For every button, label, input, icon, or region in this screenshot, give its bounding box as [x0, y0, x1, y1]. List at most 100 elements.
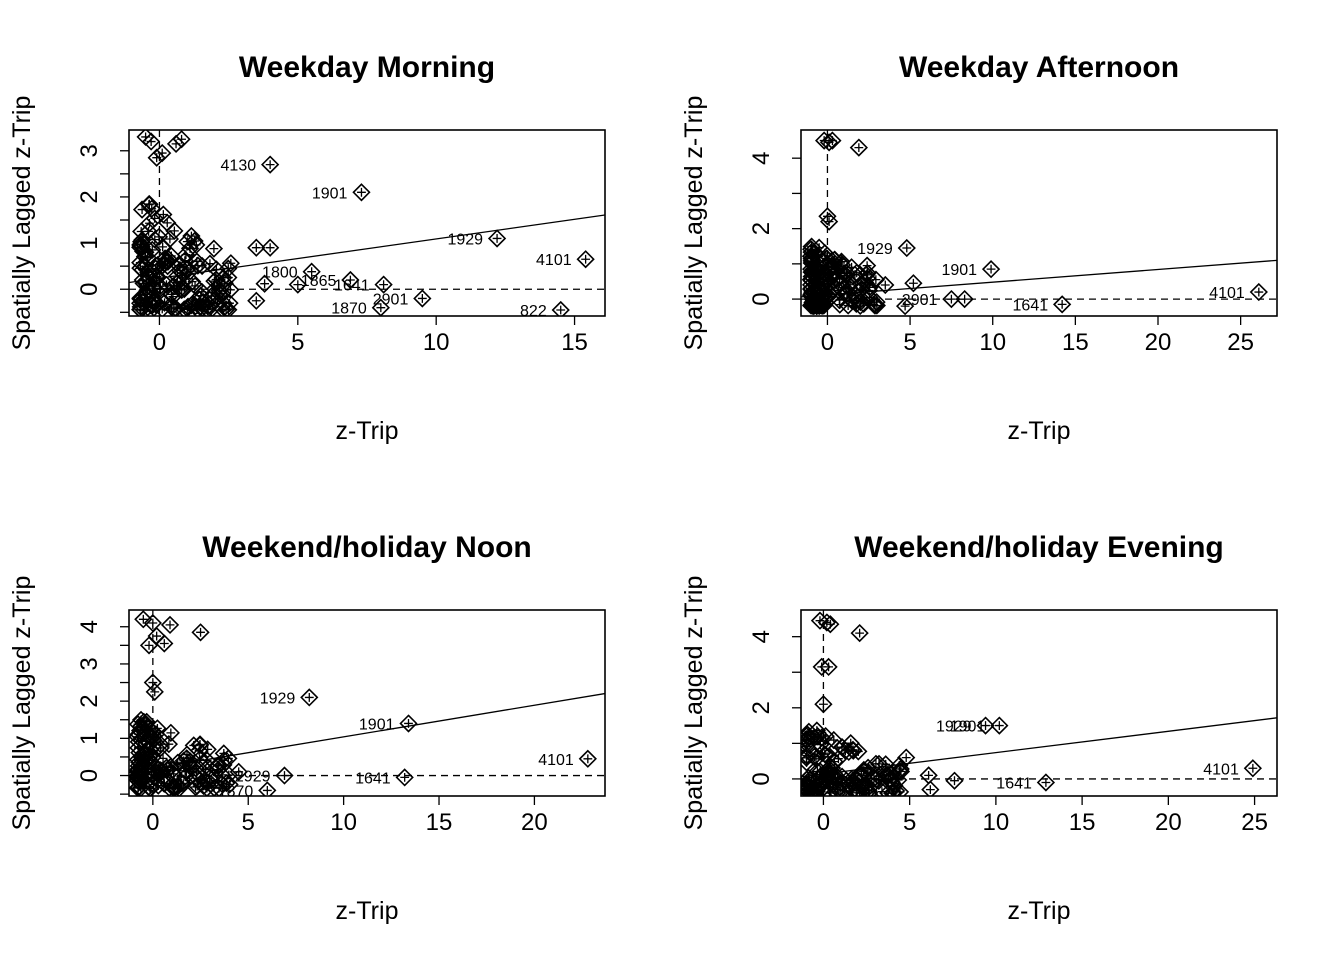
chart-title: Weekend/holiday Noon: [202, 531, 532, 564]
scatter-point: [191, 623, 210, 642]
scatter-point: [206, 289, 225, 309]
plot-frame: [128, 129, 606, 317]
chart-title: Weekday Morning: [239, 51, 495, 84]
scatter-point: [155, 293, 174, 312]
point-label: 4101: [536, 252, 572, 269]
scatter-point: [341, 270, 360, 290]
scatter-point: [139, 636, 159, 655]
scatter-point: [131, 253, 150, 272]
scatter-point: [288, 275, 307, 294]
x-tick-label: 15: [1069, 809, 1096, 836]
scatter-point: [255, 274, 274, 293]
scatter-point: [823, 131, 842, 150]
scatter-point: [846, 769, 865, 788]
scatter-point: [921, 780, 940, 796]
scatter-point: [817, 249, 836, 268]
scatter-point: [860, 278, 879, 297]
scatter-point: [204, 239, 224, 258]
panel-weekday-morning: Weekday Morning z-Trip Spatially Lagged …: [8, 51, 606, 445]
point-label: 1870: [331, 301, 367, 318]
scatter-point: [155, 634, 174, 653]
x-axis-label: z-Trip: [336, 417, 399, 445]
scatter-point: [897, 748, 916, 767]
y-axis-label: Spatially Lagged z-Trip: [680, 96, 708, 351]
scatter-point: [809, 269, 828, 288]
scatter-point: [129, 756, 148, 776]
x-tick-label: 5: [242, 809, 255, 836]
plot-frame: [800, 609, 1278, 797]
x-tick-label: 10: [983, 809, 1010, 836]
scatter-point: [849, 138, 868, 157]
scatter-point: [876, 275, 895, 295]
y-tick-label: 0: [748, 772, 775, 785]
scatter-point: [856, 781, 875, 796]
scatter-point: [179, 753, 198, 773]
point-label: 1929: [857, 241, 893, 258]
scatter-point: [803, 784, 822, 796]
scatter-point: [147, 626, 166, 646]
scatter-point: [897, 238, 916, 258]
scatter-point: [819, 657, 838, 677]
scatter-point: [869, 771, 888, 791]
scatter-point: [140, 779, 160, 796]
scatter-point: [840, 273, 860, 293]
x-tick-label: 5: [903, 809, 916, 836]
point-label: 1901: [359, 716, 395, 733]
y-tick-label: 2: [748, 701, 775, 714]
scatter-point: [399, 714, 418, 733]
x-tick-label: 5: [903, 329, 916, 356]
scatter-point: [890, 782, 910, 796]
scatter-point: [145, 682, 164, 701]
y-axis: 0 2 4: [748, 630, 801, 786]
scatter-point: [889, 770, 908, 790]
scatter-point: [131, 300, 150, 316]
scatter-point: [160, 615, 180, 635]
point-label: 1929: [447, 231, 483, 248]
scatter-point: [140, 733, 159, 752]
point-label: 1800: [262, 265, 298, 282]
x-tick-label: 20: [1145, 329, 1172, 356]
scatter-point: [130, 768, 149, 788]
scatter-point: [895, 297, 915, 316]
scatter-point: [849, 742, 868, 761]
x-tick-label: 0: [146, 809, 159, 836]
scatter-point: [139, 267, 159, 286]
scatter-point: [551, 300, 570, 316]
y-axis-label: Spatially Lagged z-Trip: [8, 576, 36, 831]
point-label: 1901: [312, 185, 348, 202]
scatter-point: [164, 779, 183, 796]
scatter-point: [816, 293, 835, 312]
x-tick-label: 10: [423, 329, 450, 356]
y-tick-label: 1: [76, 732, 103, 745]
x-tick-label: 0: [817, 809, 830, 836]
point-label: 1865: [301, 273, 337, 290]
panel-weekday-afternoon: Weekday Afternoon z-Trip Spatially Lagge…: [680, 51, 1278, 445]
x-tick-label: 0: [153, 329, 166, 356]
scatter-point: [374, 275, 393, 294]
scatter-point: [866, 270, 885, 289]
scatter-point: [1249, 282, 1268, 302]
scatter-point: [300, 688, 319, 707]
scatter-point: [177, 260, 196, 279]
point-label: 1641: [334, 278, 370, 295]
scatter-point: [187, 763, 206, 783]
scatter-point: [801, 722, 819, 741]
point-label: 4101: [538, 752, 574, 769]
scatter-point: [302, 262, 321, 281]
scatter-point: [221, 254, 240, 273]
y-tick-label: 1: [76, 236, 103, 249]
scatter-point: [919, 766, 938, 785]
plot-frame: [800, 129, 1278, 317]
scatter-point: [196, 760, 215, 779]
scatter-point: [134, 610, 153, 629]
y-tick-label: 2: [76, 694, 103, 707]
chart-title: Weekend/holiday Evening: [854, 531, 1224, 564]
scatter-point: [146, 259, 165, 278]
scatter-point: [487, 229, 507, 248]
point-label: 1641: [996, 775, 1032, 792]
x-tick-label: 10: [330, 809, 357, 836]
scatter-point: [814, 695, 833, 714]
